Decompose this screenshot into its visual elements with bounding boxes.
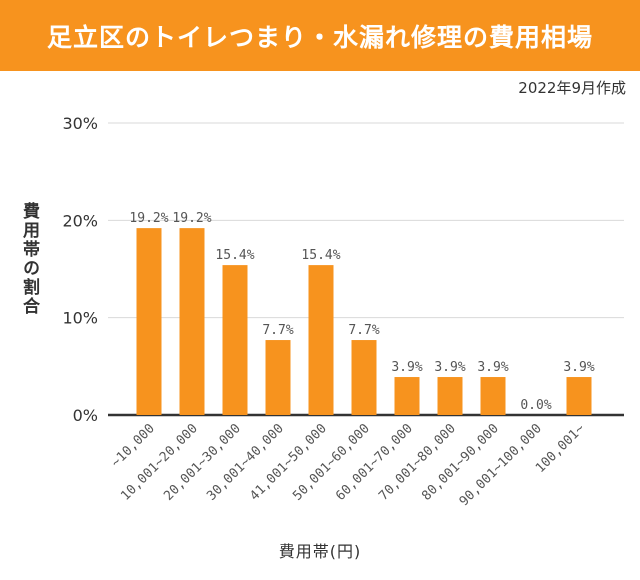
- bar: [394, 377, 420, 415]
- x-tick-label: 10,001~20,000: [118, 421, 201, 504]
- chart-title: 足立区のトイレつまり・水漏れ修理の費用相場: [46, 22, 593, 52]
- x-axis-label: 費用帯(円): [278, 542, 362, 561]
- bar: [136, 228, 162, 415]
- data-label: 15.4%: [215, 248, 254, 263]
- data-label-layer: 19.2% 19.2% 15.4% 7.7% 15.4% 7.7% 3.9% 3.9% 3.9%…: [129, 211, 594, 413]
- x-tick-label: 60,001~70,000: [333, 421, 416, 504]
- data-label: 19.2%: [129, 211, 168, 226]
- bar: [222, 265, 248, 415]
- bar: [351, 340, 377, 415]
- x-tick-label: 30,001~40,000: [204, 421, 287, 504]
- x-tick-label: 90,001~100,000: [457, 421, 545, 509]
- bar: [179, 228, 205, 415]
- data-label: 3.9%: [434, 360, 465, 375]
- creation-date: 2022年9月作成: [518, 79, 626, 97]
- data-label: 19.2%: [172, 211, 211, 226]
- data-label: 15.4%: [301, 248, 340, 263]
- chart-title-banner: 足立区のトイレつまり・水漏れ修理の費用相場: [0, 0, 640, 71]
- y-axis-label: 費用帯の割合: [19, 202, 39, 316]
- bar: [437, 377, 463, 415]
- data-label: 3.9%: [563, 360, 594, 375]
- data-label: 7.7%: [262, 323, 293, 338]
- bar-layer: [136, 228, 592, 415]
- x-tick-label: 20,001~30,000: [161, 421, 244, 504]
- bar: [480, 377, 506, 415]
- data-label: 7.7%: [348, 323, 379, 338]
- x-tick-label: 70,001~80,000: [376, 421, 459, 504]
- bar: [308, 265, 334, 415]
- y-tick-label: 10%: [62, 309, 98, 328]
- x-tick-label: 80,001~90,000: [419, 421, 502, 504]
- y-tick-label: 20%: [62, 211, 98, 230]
- x-tick-label: 50,001~60,000: [290, 421, 373, 504]
- y-tick-label: 0%: [73, 406, 98, 425]
- data-label: 0.0%: [520, 398, 551, 413]
- bar: [265, 340, 291, 415]
- data-label: 3.9%: [391, 360, 422, 375]
- y-tick-label: 30%: [62, 114, 98, 133]
- data-label: 3.9%: [477, 360, 508, 375]
- bar: [566, 377, 592, 415]
- x-tick-label: 41,001~50,000: [247, 421, 330, 504]
